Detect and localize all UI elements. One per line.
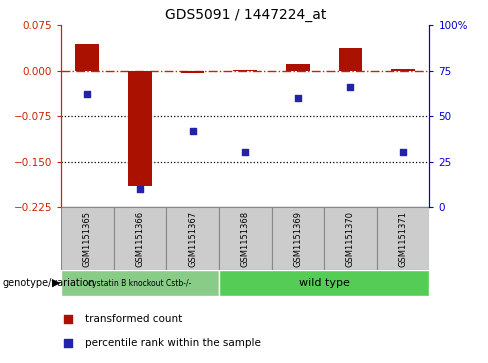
Bar: [377, 207, 429, 270]
Point: [308, 212, 316, 218]
Bar: [128, 71, 152, 186]
Bar: [324, 207, 377, 270]
Text: GSM1151365: GSM1151365: [83, 211, 92, 267]
Bar: [271, 207, 324, 270]
Text: GSM1151371: GSM1151371: [399, 211, 407, 267]
Point: [399, 150, 407, 155]
Bar: [339, 48, 362, 71]
Bar: [114, 207, 166, 270]
Text: GSM1151367: GSM1151367: [188, 211, 197, 267]
Title: GDS5091 / 1447224_at: GDS5091 / 1447224_at: [164, 8, 326, 22]
Point: [189, 128, 197, 134]
Text: wild type: wild type: [299, 278, 349, 288]
Bar: [61, 270, 219, 296]
Bar: [219, 270, 429, 296]
Bar: [61, 207, 114, 270]
Point: [241, 150, 249, 155]
Text: transformed count: transformed count: [85, 314, 182, 324]
Text: genotype/variation: genotype/variation: [2, 278, 95, 288]
Text: ▶: ▶: [52, 278, 61, 288]
Text: percentile rank within the sample: percentile rank within the sample: [85, 338, 261, 348]
Point: [83, 91, 91, 97]
Bar: [391, 69, 415, 71]
Text: GSM1151366: GSM1151366: [136, 211, 144, 267]
Text: cystatin B knockout Cstb-/-: cystatin B knockout Cstb-/-: [88, 279, 192, 287]
Bar: [219, 207, 271, 270]
Bar: [286, 64, 310, 71]
Bar: [166, 207, 219, 270]
Text: GSM1151369: GSM1151369: [293, 211, 303, 267]
Bar: [233, 70, 257, 71]
Bar: [181, 71, 204, 73]
Point: [308, 0, 316, 1]
Point: [346, 84, 354, 90]
Bar: [76, 44, 99, 71]
Point: [136, 186, 144, 192]
Text: GSM1151370: GSM1151370: [346, 211, 355, 267]
Text: GSM1151368: GSM1151368: [241, 211, 250, 267]
Point: [294, 95, 302, 101]
